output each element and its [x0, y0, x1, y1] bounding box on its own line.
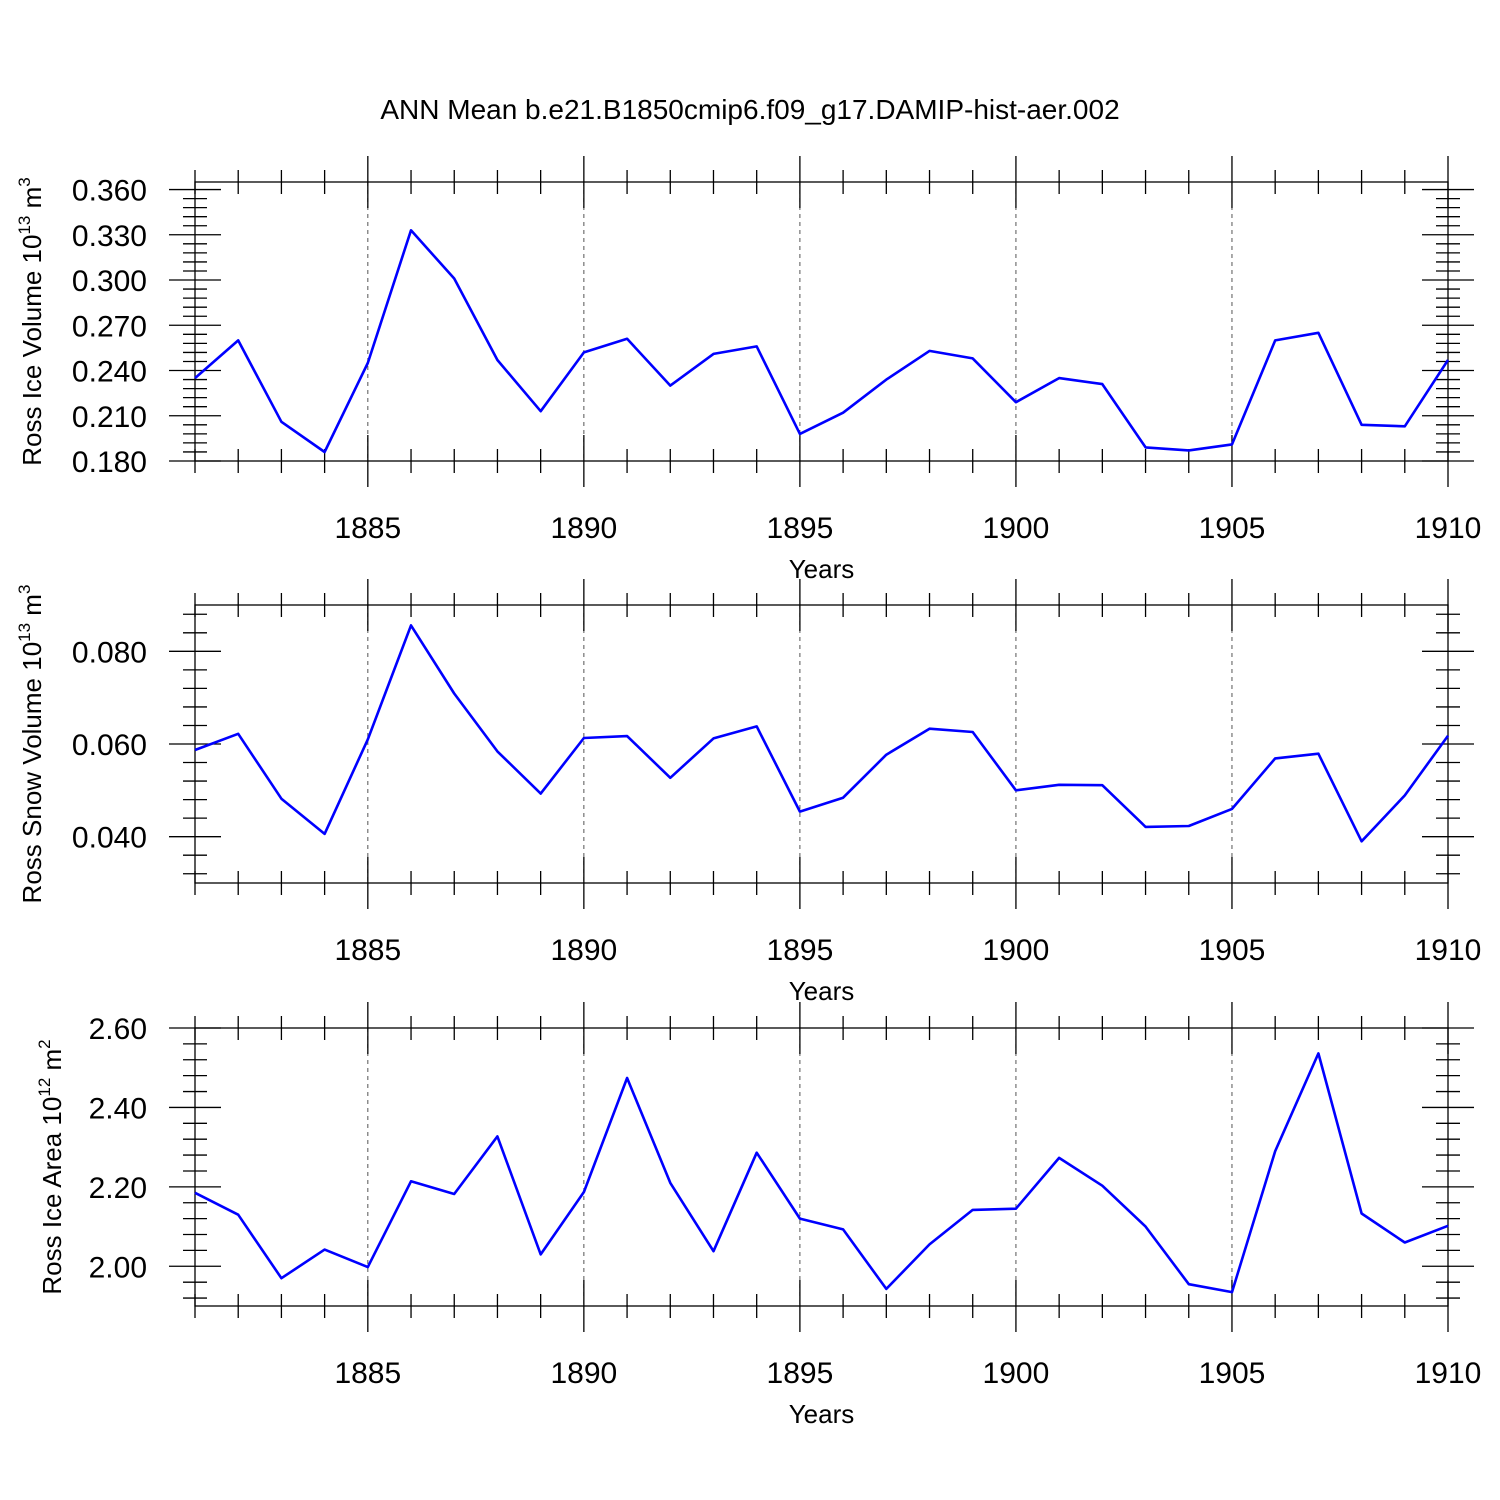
x-axis-label: Years: [789, 976, 855, 1006]
y-axis-label: Ross Ice Volume 1013 m3: [15, 177, 47, 466]
y-tick-label: 0.360: [72, 175, 147, 208]
x-tick-label: 1900: [983, 1357, 1050, 1390]
y-tick-label: 2.00: [89, 1251, 147, 1284]
y-tick-label: 0.270: [72, 310, 147, 343]
y-tick-label: 2.60: [89, 1013, 147, 1046]
x-tick-label: 1905: [1199, 1357, 1266, 1390]
y-tick-label: 0.080: [72, 636, 147, 669]
y-tick-label: 0.240: [72, 356, 147, 389]
plot-frame: [194, 181, 1449, 462]
x-tick-label: 1910: [1415, 512, 1482, 545]
panel-2: 0.040 0.060 0.080 1885 1890 1895 1900 1905 1910 Y…: [15, 579, 1481, 1006]
x-tick-label: 1895: [767, 1357, 834, 1390]
x-tick-label: 1885: [334, 934, 401, 967]
y-tick-label: 2.20: [89, 1172, 147, 1205]
y-tick-label: 0.060: [72, 729, 147, 762]
series-line: [194, 229, 1450, 454]
x-tick-label: 1885: [334, 1357, 401, 1390]
y-tick-label: 0.180: [72, 446, 147, 479]
x-tick-label: 1890: [550, 1357, 617, 1390]
figure-title: ANN Mean b.e21.B1850cmip6.f09_g17.DAMIP-…: [380, 94, 1119, 125]
x-tick-label: 1910: [1415, 1357, 1482, 1390]
plot-frame: [194, 1027, 1449, 1307]
x-tick-label: 1900: [983, 512, 1050, 545]
x-tick-label: 1890: [550, 512, 617, 545]
x-tick-label: 1890: [550, 934, 617, 967]
x-tick-label: 1905: [1199, 512, 1266, 545]
y-tick-label: 0.330: [72, 220, 147, 253]
y-tick-label: 0.210: [72, 401, 147, 434]
series-line: [194, 624, 1450, 843]
plot-frame: [194, 604, 1449, 884]
y-axis-label: Ross Snow Volume 1013 m3: [15, 585, 47, 904]
x-tick-label: 1895: [767, 934, 834, 967]
panel-1: 0.180 0.210 0.240 0.270 0.300 0.330 0.360 1885 1…: [15, 156, 1481, 584]
panel-3: 2.00 2.20 2.40 2.60 1885 1890 1895 1900 1905 1910…: [35, 1002, 1481, 1429]
x-axis-label: Years: [789, 1399, 855, 1429]
y-tick-label: 0.300: [72, 265, 147, 298]
y-tick-label: 2.40: [89, 1092, 147, 1125]
series-line: [194, 1052, 1449, 1294]
x-tick-label: 1895: [767, 512, 834, 545]
y-tick-label: 0.040: [72, 822, 147, 855]
x-tick-label: 1910: [1415, 934, 1482, 967]
x-axis-label: Years: [789, 554, 855, 584]
x-tick-label: 1885: [334, 512, 401, 545]
y-axis-label: Ross Ice Area 1012 m2: [35, 1039, 67, 1294]
x-tick-label: 1905: [1199, 934, 1266, 967]
x-tick-label: 1900: [983, 934, 1050, 967]
